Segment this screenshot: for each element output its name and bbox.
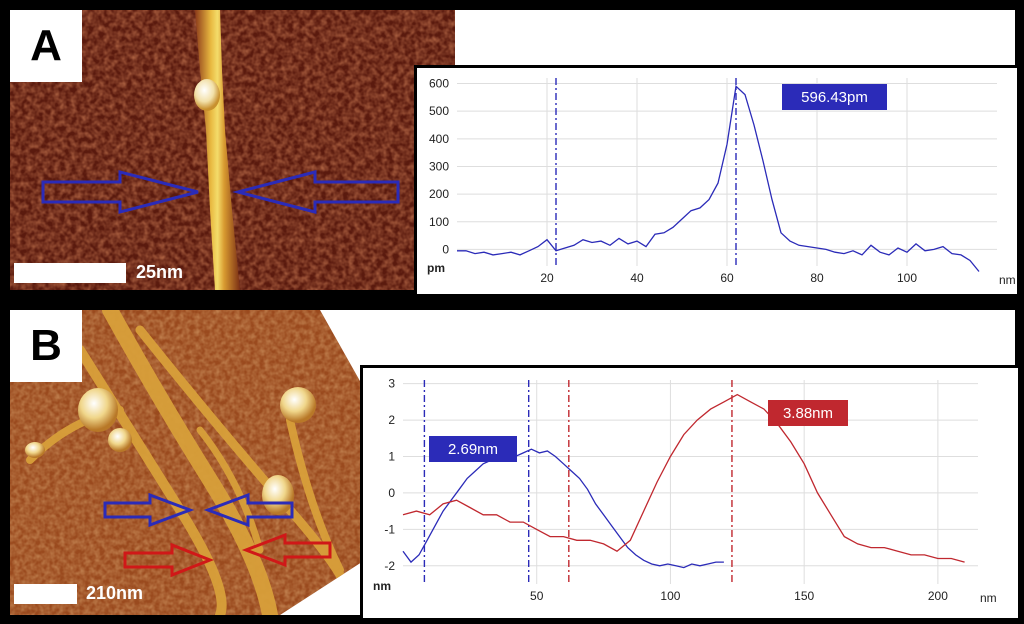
y-tick-label: 1	[388, 450, 395, 464]
x-axis-unit: nm	[980, 591, 997, 605]
x-axis-unit: nm	[999, 273, 1016, 287]
scale-bar-b	[14, 584, 77, 604]
y-tick-label: 400	[429, 132, 449, 146]
y-tick-label: 100	[429, 215, 449, 229]
arrows-a	[41, 170, 400, 214]
chart-a: 20 40 60 80 100 0 100 200 300 400 500 600 nm pm 596.43…	[427, 77, 1016, 287]
annotation-a: 596.43pm	[801, 89, 868, 106]
annotation-b-red: 3.88nm	[783, 405, 833, 422]
panel-a: A 25nm 20 40 60 80 100 0 100 200 300 400 500 600 nm p…	[0, 0, 1024, 298]
x-tick-label: 100	[660, 589, 680, 603]
y-tick-label: -1	[384, 522, 395, 536]
y-tick-label: 0	[442, 242, 449, 256]
chart-a-frame: 20 40 60 80 100 0 100 200 300 400 500 600 nm pm 596.43…	[414, 65, 1020, 297]
arrows-b	[103, 492, 332, 578]
scale-bar-a	[14, 263, 126, 283]
y-tick-label: 3	[388, 377, 395, 391]
x-tick-label: 200	[928, 589, 948, 603]
y-tick-label: 0	[388, 486, 395, 500]
height-profile-b-red	[402, 393, 965, 563]
y-tick-label: 500	[429, 104, 449, 118]
chart-b: 50 100 150 200 -2 -1 0 1 2 3 nm nm 2.69nm 3.88nm	[373, 377, 997, 605]
x-tick-label: 20	[540, 271, 554, 285]
scale-bar-b-text: 210nm	[86, 583, 144, 603]
x-tick-label: 50	[530, 589, 544, 603]
annotation-a-box	[782, 84, 887, 110]
panel-a-white-strip	[455, 10, 1015, 70]
y-tick-label: 200	[429, 187, 449, 201]
height-profile-a	[457, 84, 980, 272]
x-tick-label: 80	[810, 271, 824, 285]
scale-bar-a-text: 25nm	[136, 262, 184, 282]
panel-a-label: A	[10, 10, 82, 82]
x-tick-label: 100	[897, 271, 917, 285]
y-tick-label: -2	[384, 559, 395, 573]
x-tick-label: 40	[630, 271, 644, 285]
annotation-b-blue: 2.69nm	[448, 441, 498, 458]
y-tick-label: 300	[429, 159, 449, 173]
y-axis-unit: nm	[373, 579, 391, 593]
annotation-b-blue-box	[429, 436, 517, 462]
chart-b-frame: 50 100 150 200 -2 -1 0 1 2 3 nm nm 2.69nm 3.88nm	[360, 365, 1021, 621]
annotation-b-red-box	[768, 400, 848, 426]
panel-b: B 210nm 50 100 150 200 -2 -1 0 1 2 3 nm nm 2.69nm 3.8…	[0, 300, 1024, 624]
afm-image-a	[10, 10, 455, 290]
afm-image-b	[10, 310, 365, 615]
height-profile-b-blue	[402, 448, 724, 569]
y-axis-unit: pm	[427, 261, 445, 275]
y-tick-label: 600	[429, 77, 449, 91]
panel-b-label: B	[10, 310, 82, 382]
x-tick-label: 150	[794, 589, 814, 603]
y-tick-label: 2	[388, 413, 395, 427]
x-tick-label: 60	[720, 271, 734, 285]
